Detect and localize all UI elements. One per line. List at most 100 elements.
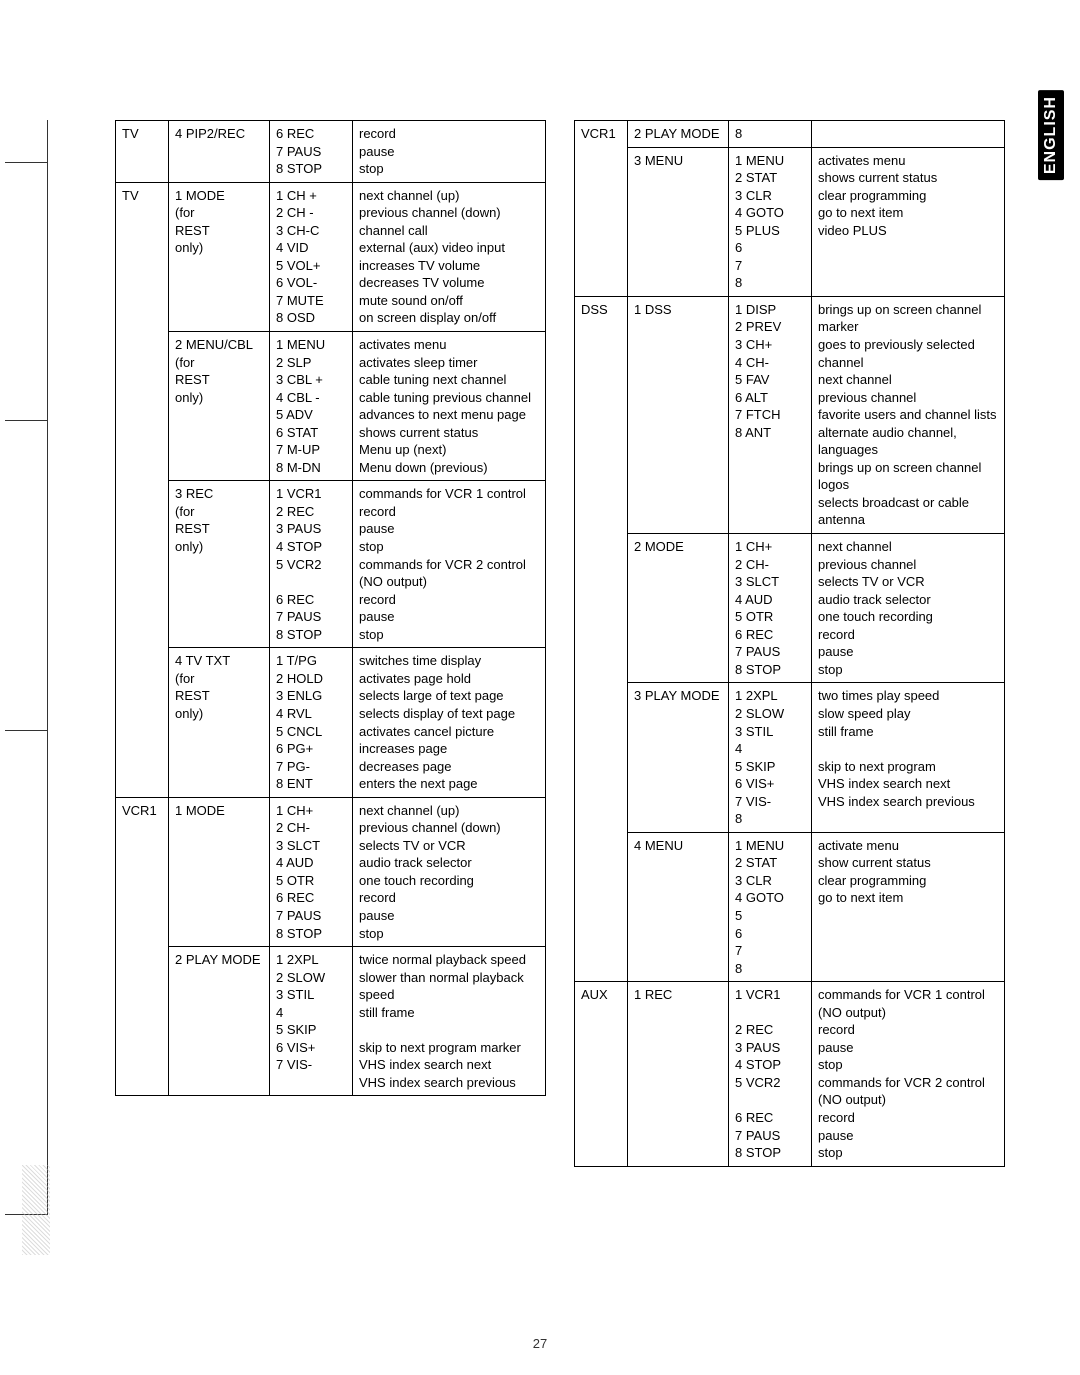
description-label: mute sound on/off xyxy=(359,292,539,310)
table-row: VCR11 MODE1 CH+2 CH-3 SLCT4 AUD5 OTR6 RE… xyxy=(116,797,546,946)
description-label: clear programming xyxy=(818,872,998,890)
description-label: audio track selector xyxy=(818,591,998,609)
table-row: 2 MODE1 CH+2 CH-3 SLCT4 AUD5 OTR6 REC7 P… xyxy=(575,534,1005,683)
subcode-label: 8 xyxy=(735,810,805,828)
subcode-cell: 8 xyxy=(729,121,812,148)
subcode-label: 3 CLR xyxy=(735,872,805,890)
description-label: commands for VCR 2 control xyxy=(359,556,539,574)
description-label: show current status xyxy=(818,854,998,872)
subcode-cell: 1 2XPL2 SLOW3 STIL45 SKIP6 VIS+7 VIS- xyxy=(270,947,353,1096)
table-row: 3 PLAY MODE1 2XPL2 SLOW3 STIL45 SKIP6 VI… xyxy=(575,683,1005,832)
description-label xyxy=(818,907,998,925)
group-cell: 3 REC(forRESTonly) xyxy=(169,481,270,648)
description-label: next channel (up) xyxy=(359,187,539,205)
description-cell: activates menuactivates sleep timercable… xyxy=(353,332,546,481)
subcode-label: 2 HOLD xyxy=(276,670,346,688)
subcode-label: 1 MENU xyxy=(735,152,805,170)
description-label: VHS index search previous xyxy=(359,1074,539,1092)
description-label: advances to next menu page xyxy=(359,406,539,424)
description-label: still frame xyxy=(359,1004,539,1022)
subcode-cell: 1 T/PG2 HOLD3 ENLG4 RVL5 CNCL6 PG+7 PG-8… xyxy=(270,648,353,797)
device-cell: VCR1 xyxy=(116,797,169,1096)
group-cell: 4 MENU xyxy=(628,832,729,981)
subcode-label: 5 VCR2 xyxy=(735,1074,805,1092)
subcode-label: 5 VOL+ xyxy=(276,257,346,275)
subcode-label: 3 PAUS xyxy=(276,520,346,538)
subcode-label: 8 M-DN xyxy=(276,459,346,477)
subcode-label: 8 STOP xyxy=(735,1144,805,1162)
subcode-label: 5 SKIP xyxy=(735,758,805,776)
subcode-label: 4 STOP xyxy=(276,538,346,556)
description-label: activates menu xyxy=(818,152,998,170)
description-label: one touch recording xyxy=(359,872,539,890)
subcode-label: 6 VIS+ xyxy=(276,1039,346,1057)
subcode-label: 6 REC xyxy=(276,889,346,907)
description-cell: commands for VCR 1 control(NO output)rec… xyxy=(812,982,1005,1166)
description-label xyxy=(818,942,998,960)
subcode-label: 1 MENU xyxy=(276,336,346,354)
description-label: commands for VCR 1 control xyxy=(359,485,539,503)
description-label: decreases TV volume xyxy=(359,274,539,292)
subcode-label: 8 STOP xyxy=(735,661,805,679)
description-label: record xyxy=(359,503,539,521)
description-label: pause xyxy=(818,1127,998,1145)
subcode-label: 8 STOP xyxy=(276,160,346,178)
subcode-label: 3 ENLG xyxy=(276,687,346,705)
subcode-label: 5 SKIP xyxy=(276,1021,346,1039)
subcode-label: 6 REC xyxy=(735,1109,805,1127)
subcode-label: 4 AUD xyxy=(276,854,346,872)
description-label: skip to next program marker xyxy=(359,1039,539,1057)
description-label: commands for VCR 2 control xyxy=(818,1074,998,1092)
description-cell: switches time displayactivates page hold… xyxy=(353,648,546,797)
table-row: TV1 MODE(forRESTonly)1 CH +2 CH -3 CH-C4… xyxy=(116,182,546,331)
subcode-label: 7 FTCH xyxy=(735,406,805,424)
description-label: Menu down (previous) xyxy=(359,459,539,477)
group-cell: 2 MODE xyxy=(628,534,729,683)
subcode-label: 1 CH+ xyxy=(735,538,805,556)
group-cell: 3 PLAY MODE xyxy=(628,683,729,832)
left-column: TV4 PIP2/REC6 REC7 PAUS8 STOPrecordpause… xyxy=(115,120,546,1167)
subcode-label: 6 VOL- xyxy=(276,274,346,292)
description-label: brings up on screen channel marker xyxy=(818,301,998,336)
description-label: previous channel xyxy=(818,389,998,407)
description-label xyxy=(359,1021,539,1039)
description-cell: activates menushows current statusclear … xyxy=(812,147,1005,296)
subcode-label: 7 PAUS xyxy=(735,643,805,661)
subcode-label: 1 CH + xyxy=(276,187,346,205)
subcode-label: 7 PAUS xyxy=(276,608,346,626)
subcode-label: 5 VCR2 xyxy=(276,556,346,574)
subcode-label: 7 PAUS xyxy=(276,143,346,161)
description-label xyxy=(818,274,998,292)
subcode-label: 2 CH- xyxy=(735,556,805,574)
subcode-label: 1 CH+ xyxy=(276,802,346,820)
subcode-label: 1 MENU xyxy=(735,837,805,855)
description-label: switches time display xyxy=(359,652,539,670)
table-row: 2 MENU/CBL(forRESTonly)1 MENU2 SLP3 CBL … xyxy=(116,332,546,481)
subcode-label: 5 CNCL xyxy=(276,723,346,741)
subcode-label: 1 2XPL xyxy=(276,951,346,969)
subcode-label: 7 xyxy=(735,942,805,960)
subcode-label: 5 OTR xyxy=(276,872,346,890)
subcode-label: 2 SLOW xyxy=(735,705,805,723)
subcode-label: 5 PLUS xyxy=(735,222,805,240)
table-row: 3 REC(forRESTonly)1 VCR12 REC3 PAUS4 STO… xyxy=(116,481,546,648)
subcode-cell: 1 CH+2 CH-3 SLCT4 AUD5 OTR6 REC7 PAUS8 S… xyxy=(729,534,812,683)
description-label: commands for VCR 1 control xyxy=(818,986,998,1004)
page-content: TV4 PIP2/REC6 REC7 PAUS8 STOPrecordpause… xyxy=(115,120,1005,1167)
subcode-label: 6 REC xyxy=(276,125,346,143)
subcode-label: 6 VIS+ xyxy=(735,775,805,793)
subcode-label xyxy=(276,573,346,591)
description-label: activates cancel picture xyxy=(359,723,539,741)
description-label: still frame xyxy=(818,723,998,741)
binder-tick xyxy=(5,420,47,421)
subcode-label xyxy=(735,1004,805,1022)
group-cell: 2 MENU/CBL(forRESTonly) xyxy=(169,332,270,481)
description-label: favorite users and channel lists xyxy=(818,406,998,424)
description-label: record xyxy=(359,125,539,143)
description-label: (NO output) xyxy=(818,1091,998,1109)
description-label: one touch recording xyxy=(818,608,998,626)
subcode-label: 7 PAUS xyxy=(276,907,346,925)
description-label: VHS index search previous xyxy=(818,793,998,811)
binder-tick xyxy=(5,162,47,163)
command-table-right: VCR12 PLAY MODE8 3 MENU1 MENU2 STAT3 CLR… xyxy=(574,120,1005,1167)
